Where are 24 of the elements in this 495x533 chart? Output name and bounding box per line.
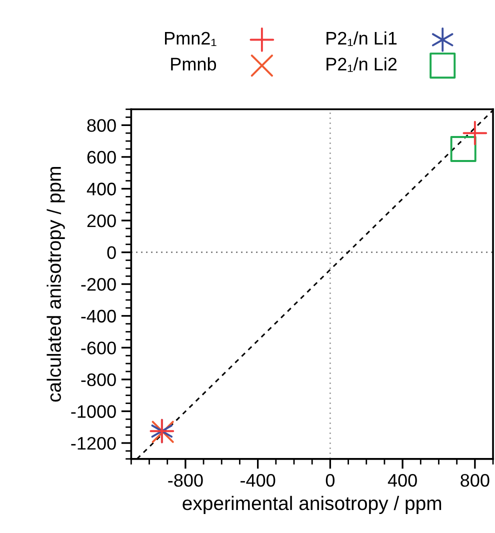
legend-label: Pmnb xyxy=(171,57,216,70)
y-tick-label: 400 xyxy=(86,182,116,196)
y-tick-label: -200 xyxy=(81,278,116,291)
y-tick-label: -800 xyxy=(81,373,116,386)
x-tick-label: 400 xyxy=(388,474,417,487)
y-tick-label: -400 xyxy=(81,310,116,323)
y-tick-label: 0 xyxy=(107,246,116,260)
legend-label: P2₁/n Li2 xyxy=(326,57,397,72)
point xyxy=(462,120,488,146)
y-axis-title: calculated anisotropy / ppm xyxy=(46,167,65,402)
y-tick-label: 800 xyxy=(87,119,116,132)
x-tick-label: 0 xyxy=(326,474,335,487)
y-tick-label: 200 xyxy=(87,214,116,228)
y-tick-label: -1000 xyxy=(71,405,116,418)
x-tick-label: 800 xyxy=(460,474,490,487)
x-axis-title: experimental anisotropy / ppm xyxy=(182,496,442,514)
y-tick-label: -600 xyxy=(81,342,116,354)
y-tick-label: 600 xyxy=(87,150,116,164)
legend-label: P2₁/n Li1 xyxy=(326,31,397,46)
y-tick-label: -1200 xyxy=(71,436,116,450)
point xyxy=(450,136,476,162)
x-tick-label: -400 xyxy=(240,474,276,487)
x-tick-label: -800 xyxy=(168,474,203,487)
legend-label: Pmn2₁ xyxy=(165,32,216,46)
